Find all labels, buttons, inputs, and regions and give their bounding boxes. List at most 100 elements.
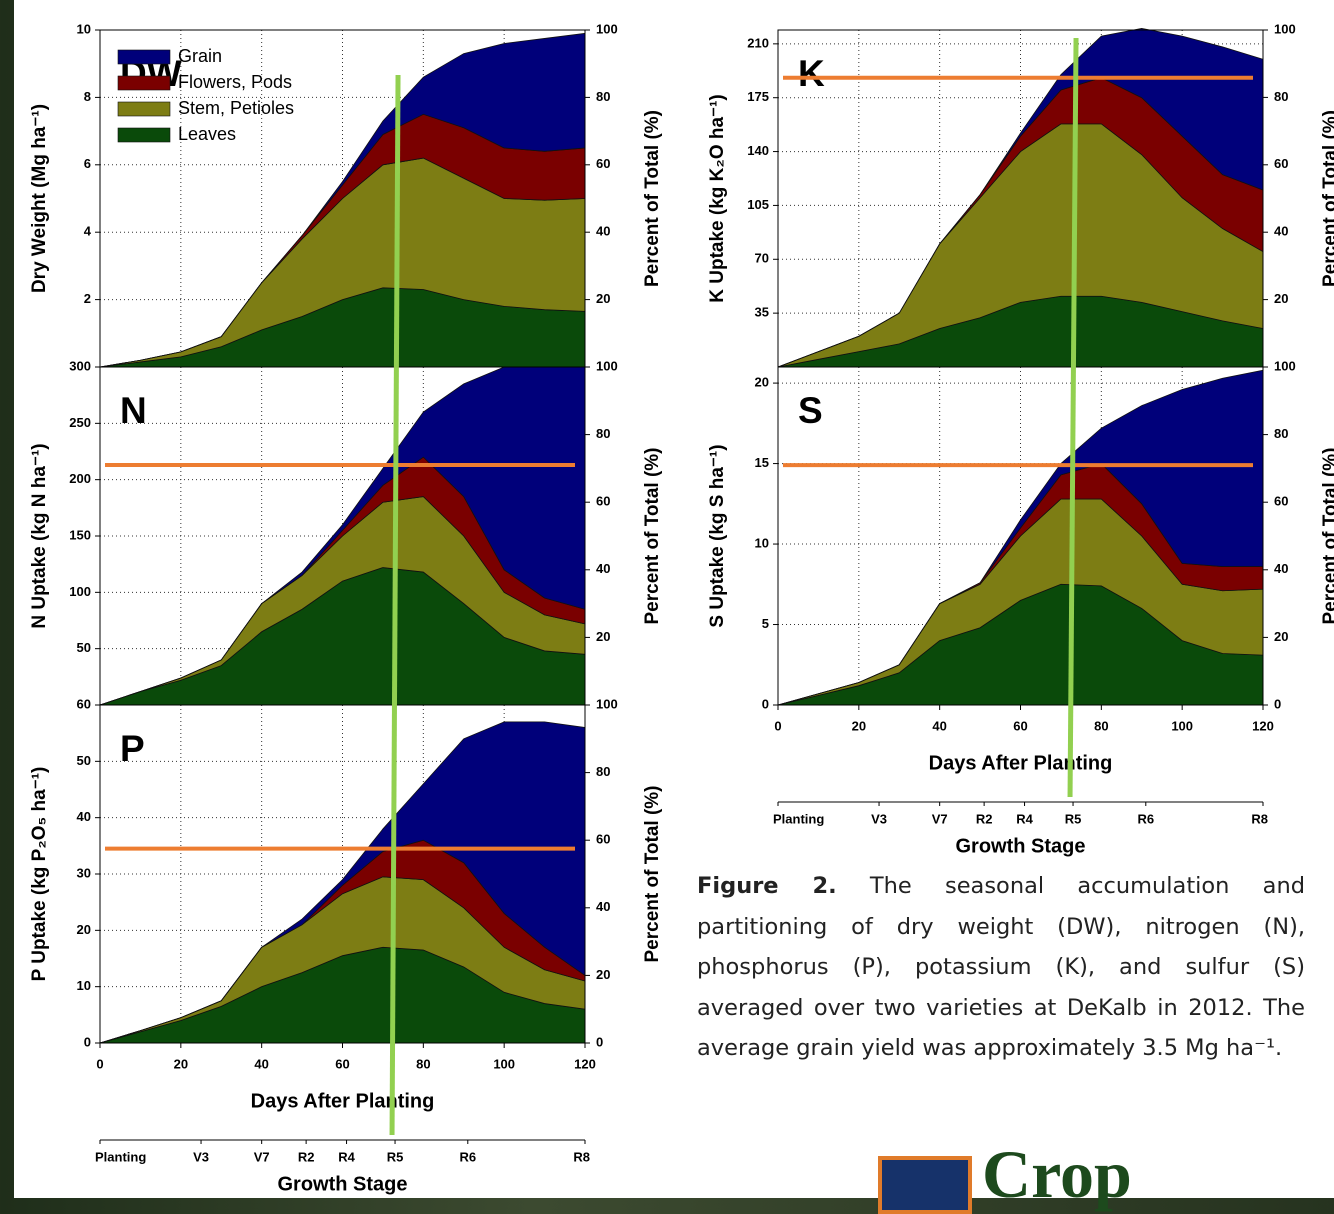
y2-axis-label: Percent of Total (%) [642, 448, 663, 625]
y2-axis-label: Percent of Total (%) [642, 110, 663, 287]
y2-tick-label: 60 [1274, 156, 1288, 171]
y2-tick-label: 100 [1274, 21, 1296, 36]
panel-label: S [798, 390, 823, 431]
panel-label: P [120, 728, 145, 769]
x-tick-label: 40 [254, 1056, 268, 1071]
panel-label: N [120, 390, 147, 431]
y2-tick-label: 40 [1274, 224, 1288, 239]
stage-label: R8 [1251, 811, 1268, 826]
y2-tick-label: 60 [596, 156, 610, 171]
x-tick-label: 60 [335, 1056, 349, 1071]
stage-label: V7 [932, 811, 948, 826]
stage-label: R6 [1137, 811, 1154, 826]
y-tick-label: 50 [77, 640, 91, 655]
legend-swatch [117, 49, 171, 65]
y-tick-label: 30 [77, 865, 91, 880]
stage-label: R8 [573, 1149, 590, 1164]
y2-tick-label: 80 [1274, 426, 1288, 441]
y2-axis-label: Percent of Total (%) [1320, 448, 1334, 625]
stage-label: R2 [976, 811, 993, 826]
y2-tick-label: 40 [1274, 561, 1288, 576]
stage-label: V3 [871, 811, 887, 826]
y-tick-label: 60 [77, 696, 91, 711]
legend-label: Grain [178, 46, 222, 66]
stage-label: R4 [338, 1149, 355, 1164]
y-tick-label: 250 [69, 415, 91, 430]
legend-label: Flowers, Pods [178, 72, 292, 92]
y-tick-label: 15 [755, 455, 769, 470]
reference-vline [1067, 37, 1079, 798]
y-axis-label: K Uptake (kg K₂O ha⁻¹) [707, 94, 728, 303]
y-axis-label: Dry Weight (Mg ha⁻¹) [29, 104, 50, 293]
stage-axis-label: Growth Stage [277, 1173, 407, 1195]
x-tick-label: 20 [852, 718, 866, 733]
y2-tick-label: 100 [596, 21, 618, 36]
caption-text: The seasonal accumulation and partitioni… [697, 873, 1305, 1061]
stage-label: R5 [1065, 811, 1082, 826]
y2-tick-label: 80 [596, 764, 610, 779]
y2-tick-label: 100 [596, 696, 618, 711]
x-axis-label: Days After Planting [251, 1090, 435, 1112]
x-tick-label: 80 [416, 1056, 430, 1071]
y2-tick-label: 60 [1274, 494, 1288, 509]
x-tick-label: 40 [932, 718, 946, 733]
figure-caption: Figure 2. The seasonal accumulation and … [697, 866, 1305, 1069]
reference-vline [389, 74, 401, 1136]
stage-label: V7 [254, 1149, 270, 1164]
legend-swatch [117, 75, 171, 91]
y-tick-label: 0 [84, 1034, 91, 1049]
stage-label: V3 [193, 1149, 209, 1164]
y-tick-label: 140 [747, 143, 769, 158]
x-tick-label: 100 [493, 1056, 515, 1071]
panel-label: K [798, 53, 825, 94]
y2-tick-label: 100 [596, 358, 618, 373]
y2-tick-label: 80 [596, 426, 610, 441]
logo-emblem [878, 1156, 972, 1214]
stage-axis-label: Growth Stage [955, 835, 1085, 857]
y2-tick-label: 20 [1274, 629, 1288, 644]
y-tick-label: 105 [747, 197, 769, 212]
stage-label: R6 [459, 1149, 476, 1164]
y-tick-label: 10 [77, 978, 91, 993]
y-axis-label: S Uptake (kg S ha⁻¹) [707, 444, 728, 627]
x-tick-label: 120 [574, 1056, 596, 1071]
x-tick-label: 80 [1094, 718, 1108, 733]
y2-tick-label: 20 [1274, 291, 1288, 306]
y-tick-label: 20 [77, 922, 91, 937]
y-tick-label: 35 [755, 305, 769, 320]
y2-tick-label: 60 [596, 832, 610, 847]
y2-tick-label: 0 [1274, 696, 1281, 711]
y2-tick-label: 80 [1274, 89, 1288, 104]
y-tick-label: 4 [84, 224, 92, 239]
stage-label: Planting [95, 1149, 146, 1164]
y-tick-label: 20 [755, 375, 769, 390]
y2-tick-label: 0 [596, 1034, 603, 1049]
legend-swatch [117, 101, 171, 117]
stage-label: R5 [387, 1149, 404, 1164]
legend-label: Stem, Petioles [178, 98, 294, 118]
y2-tick-label: 100 [1274, 358, 1296, 373]
y2-tick-label: 20 [596, 291, 610, 306]
y-tick-label: 0 [762, 696, 769, 711]
y-tick-label: 10 [755, 535, 769, 550]
y-axis-label: N Uptake (kg N ha⁻¹) [29, 443, 50, 628]
caption-label: Figure 2. [697, 873, 837, 899]
legend-swatch [117, 127, 171, 143]
y-tick-label: 5 [762, 616, 769, 631]
y2-tick-label: 40 [596, 899, 610, 914]
y-tick-label: 100 [69, 584, 91, 599]
y2-tick-label: 20 [596, 629, 610, 644]
stage-label: Planting [773, 811, 824, 826]
y-tick-label: 6 [84, 156, 91, 171]
y-tick-label: 300 [69, 358, 91, 373]
y2-tick-label: 20 [596, 967, 610, 982]
x-tick-label: 100 [1171, 718, 1193, 733]
y2-tick-label: 40 [596, 224, 610, 239]
y-tick-label: 70 [755, 251, 769, 266]
y-tick-label: 40 [77, 809, 91, 824]
logo-text: Crop [982, 1136, 1132, 1212]
y2-axis-label: Percent of Total (%) [1320, 110, 1334, 287]
y-tick-label: 10 [77, 21, 91, 36]
